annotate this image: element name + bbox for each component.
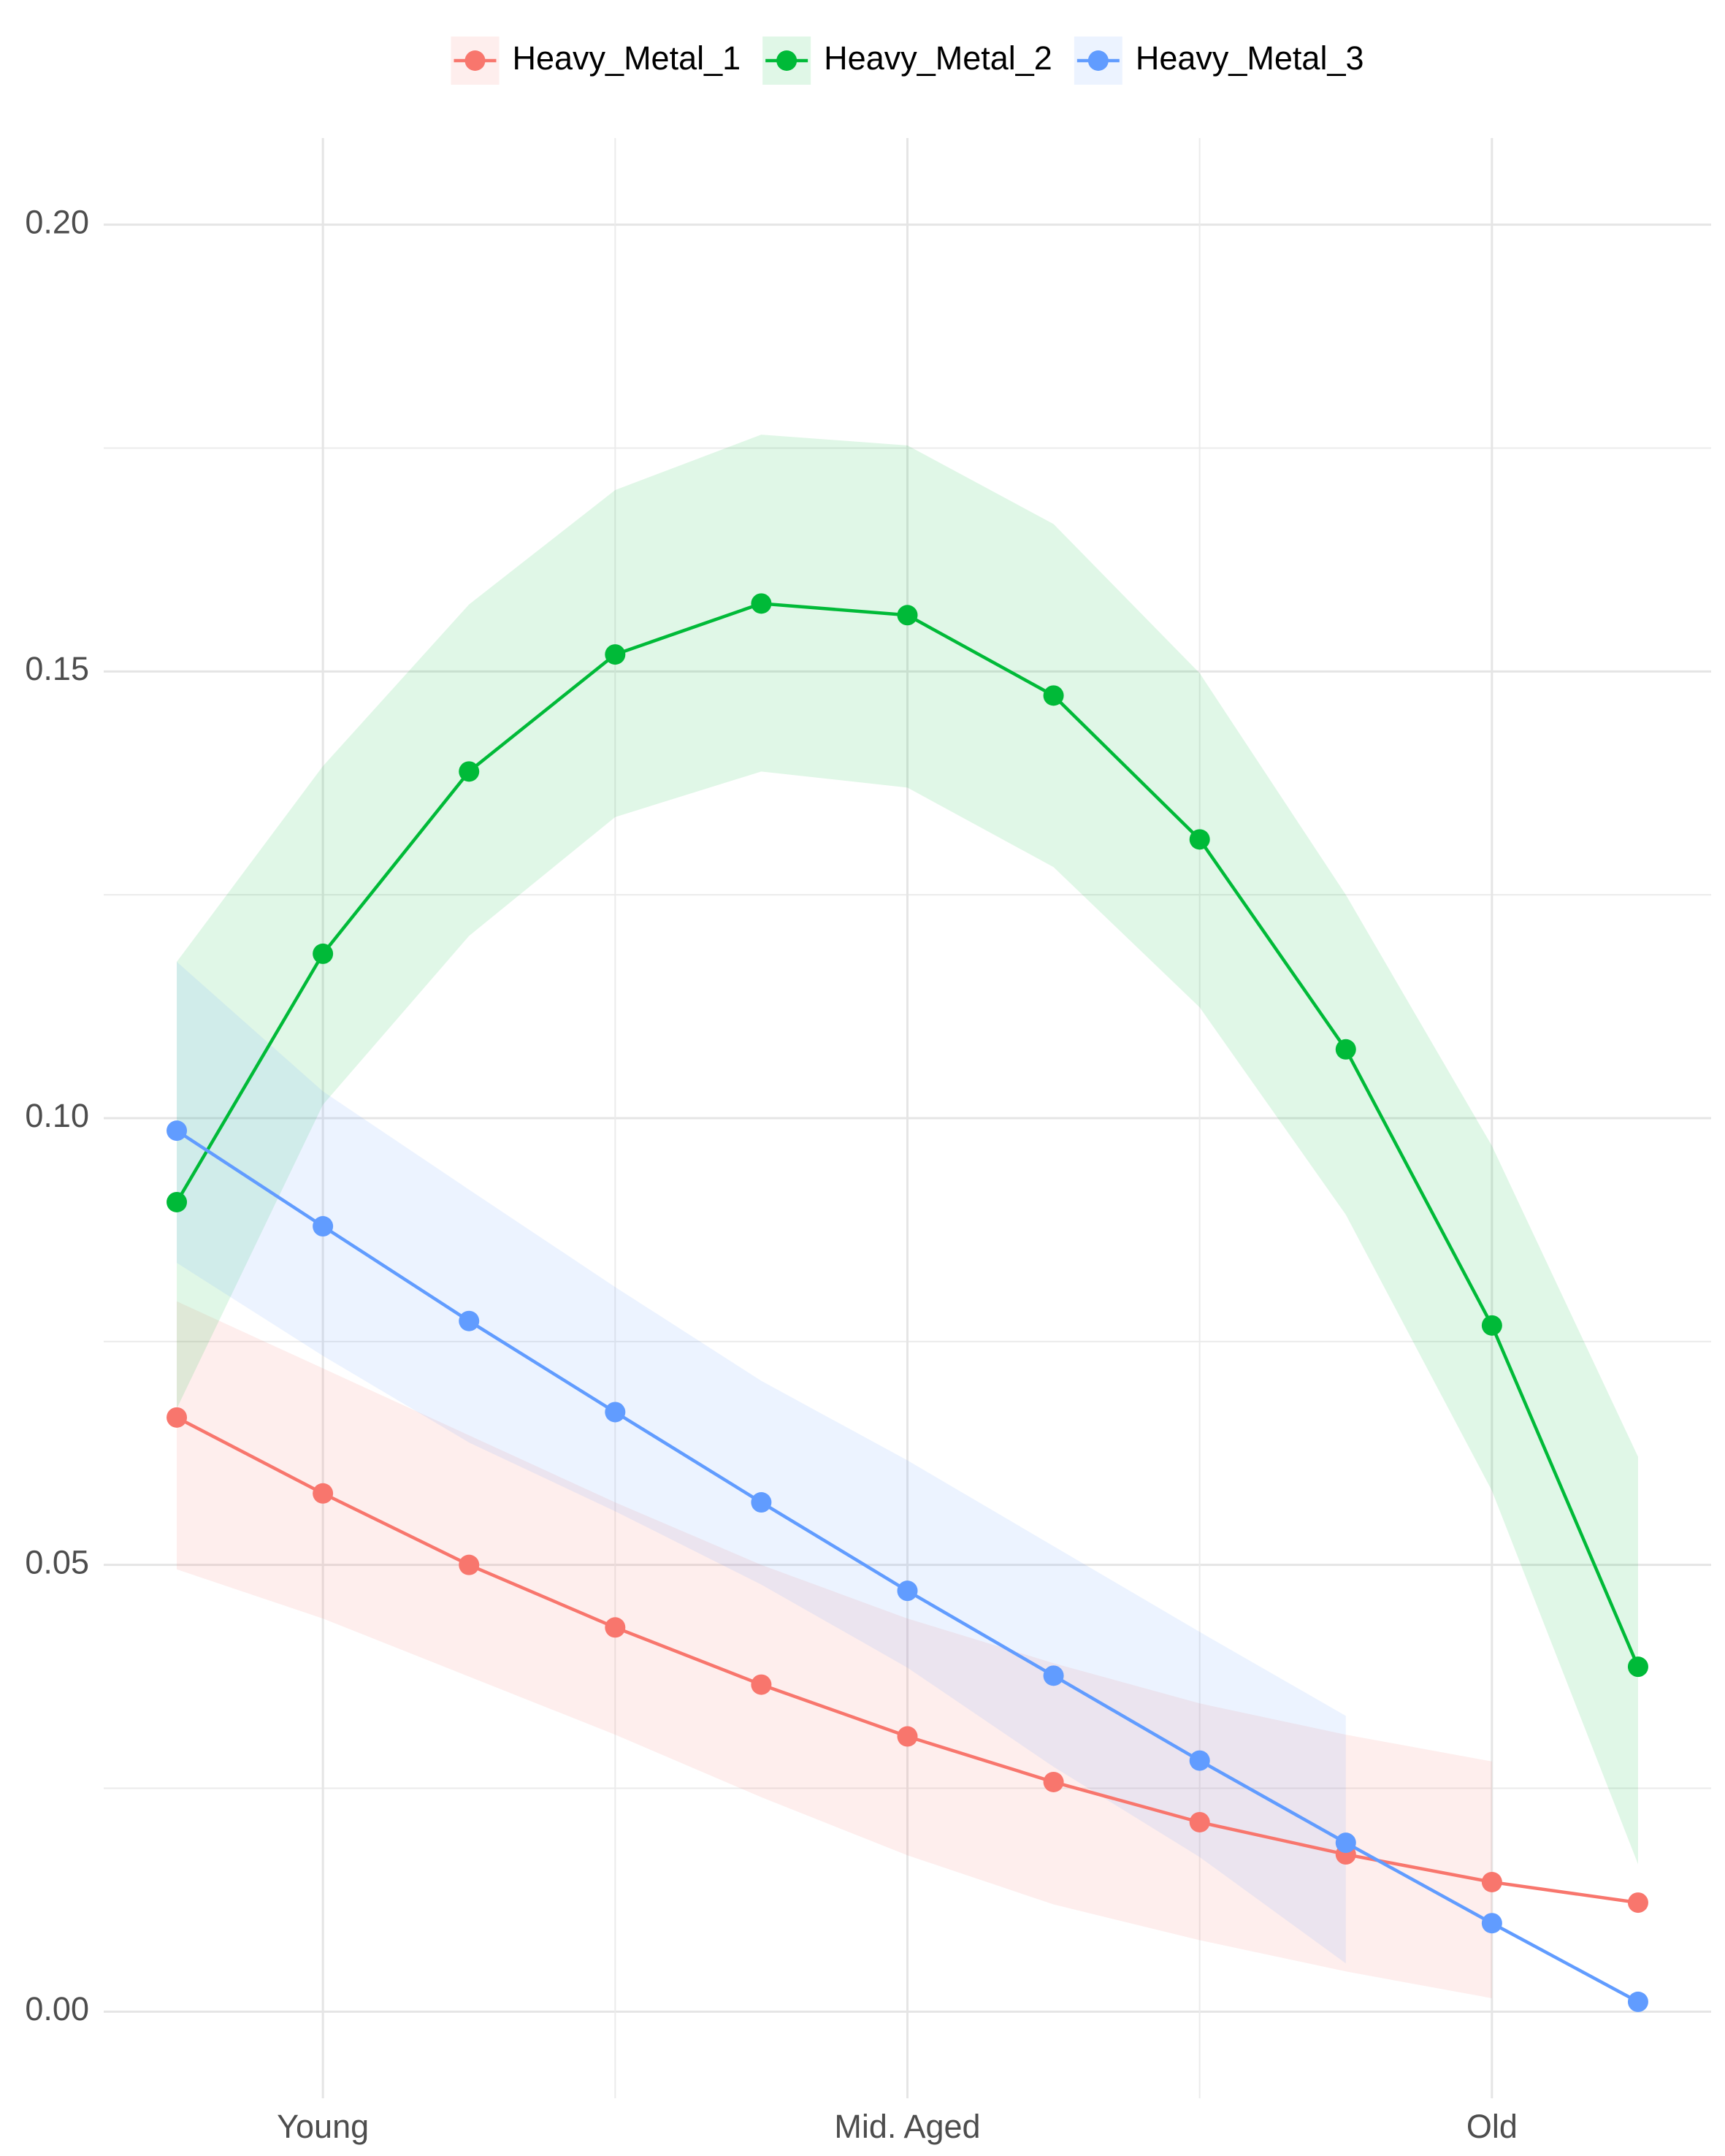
- y-tick-label: 0.15: [25, 650, 89, 687]
- x-tick-label: Old: [1466, 2108, 1518, 2145]
- y-tick-label: 0.10: [25, 1097, 89, 1134]
- point: [459, 761, 480, 782]
- legend-key-point: [1087, 50, 1109, 71]
- point: [1189, 829, 1210, 850]
- point: [751, 593, 772, 614]
- point: [1043, 1665, 1064, 1686]
- point: [897, 605, 918, 626]
- point: [751, 1492, 772, 1513]
- legend-label: Heavy_Metal_1: [512, 39, 741, 77]
- point: [1481, 1913, 1502, 1934]
- point: [1627, 1991, 1648, 2012]
- point: [313, 1483, 334, 1504]
- ribbon: [177, 435, 1638, 1865]
- point: [1335, 1832, 1356, 1854]
- point: [459, 1554, 480, 1575]
- point: [1627, 1892, 1648, 1914]
- x-tick-label: Mid. Aged: [834, 2108, 980, 2145]
- point: [1043, 1771, 1064, 1792]
- legend: Heavy_Metal_1 Heavy_Metal_2 Heavy_Metal_3: [451, 37, 1364, 85]
- legend-key-point: [776, 50, 798, 71]
- point: [1189, 1811, 1210, 1832]
- legend-label: Heavy_Metal_3: [1136, 39, 1364, 77]
- point: [313, 1216, 334, 1237]
- point: [1627, 1656, 1648, 1678]
- point: [167, 1120, 188, 1142]
- point: [459, 1310, 480, 1331]
- point: [1043, 685, 1064, 706]
- x-tick-label: Young: [277, 2108, 369, 2145]
- point: [1481, 1871, 1502, 1892]
- point: [313, 943, 334, 964]
- point: [605, 644, 626, 665]
- point: [605, 1617, 626, 1638]
- y-tick-label: 0.05: [25, 1544, 89, 1581]
- y-tick-label: 0.00: [25, 1990, 89, 2027]
- point: [751, 1674, 772, 1695]
- ribbon: [177, 1301, 1492, 1998]
- point: [1481, 1315, 1502, 1336]
- ribbon: [177, 961, 1346, 1964]
- point: [1335, 1039, 1356, 1060]
- point: [167, 1407, 188, 1428]
- y-tick-label: 0.20: [25, 204, 89, 241]
- point: [167, 1191, 188, 1212]
- legend-key-point: [464, 50, 486, 71]
- point: [897, 1726, 918, 1747]
- point: [897, 1580, 918, 1602]
- point: [1189, 1750, 1210, 1771]
- point: [605, 1402, 626, 1423]
- legend-label: Heavy_Metal_2: [824, 39, 1052, 77]
